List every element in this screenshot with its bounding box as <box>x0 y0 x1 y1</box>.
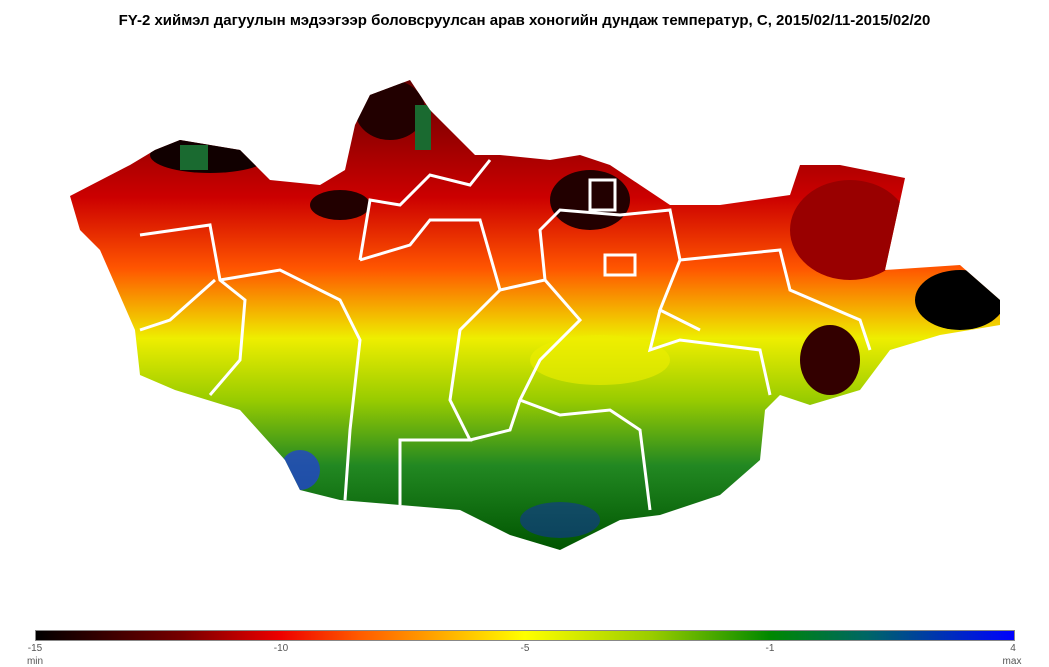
lake <box>415 105 431 150</box>
colorbar-tick: -15 <box>27 643 43 654</box>
colorbar-tick: -5 <box>520 643 530 654</box>
province-boundaries <box>139 159 872 511</box>
lake-khuvsgul <box>180 145 208 170</box>
colorbar-min-label: min <box>26 656 44 667</box>
colorbar-max-label: max <box>1002 656 1022 667</box>
colorbar-tick: -1 <box>765 643 775 654</box>
country-raster <box>70 80 1000 550</box>
map-title: FY-2 хиймэл дагуулын мэдээгээр боловсруу… <box>118 12 931 29</box>
colorbar <box>35 630 1015 641</box>
temperature-map <box>70 80 1000 550</box>
colorbar-tick: 4 <box>1010 643 1016 654</box>
colorbar-tick: -10 <box>273 643 289 654</box>
